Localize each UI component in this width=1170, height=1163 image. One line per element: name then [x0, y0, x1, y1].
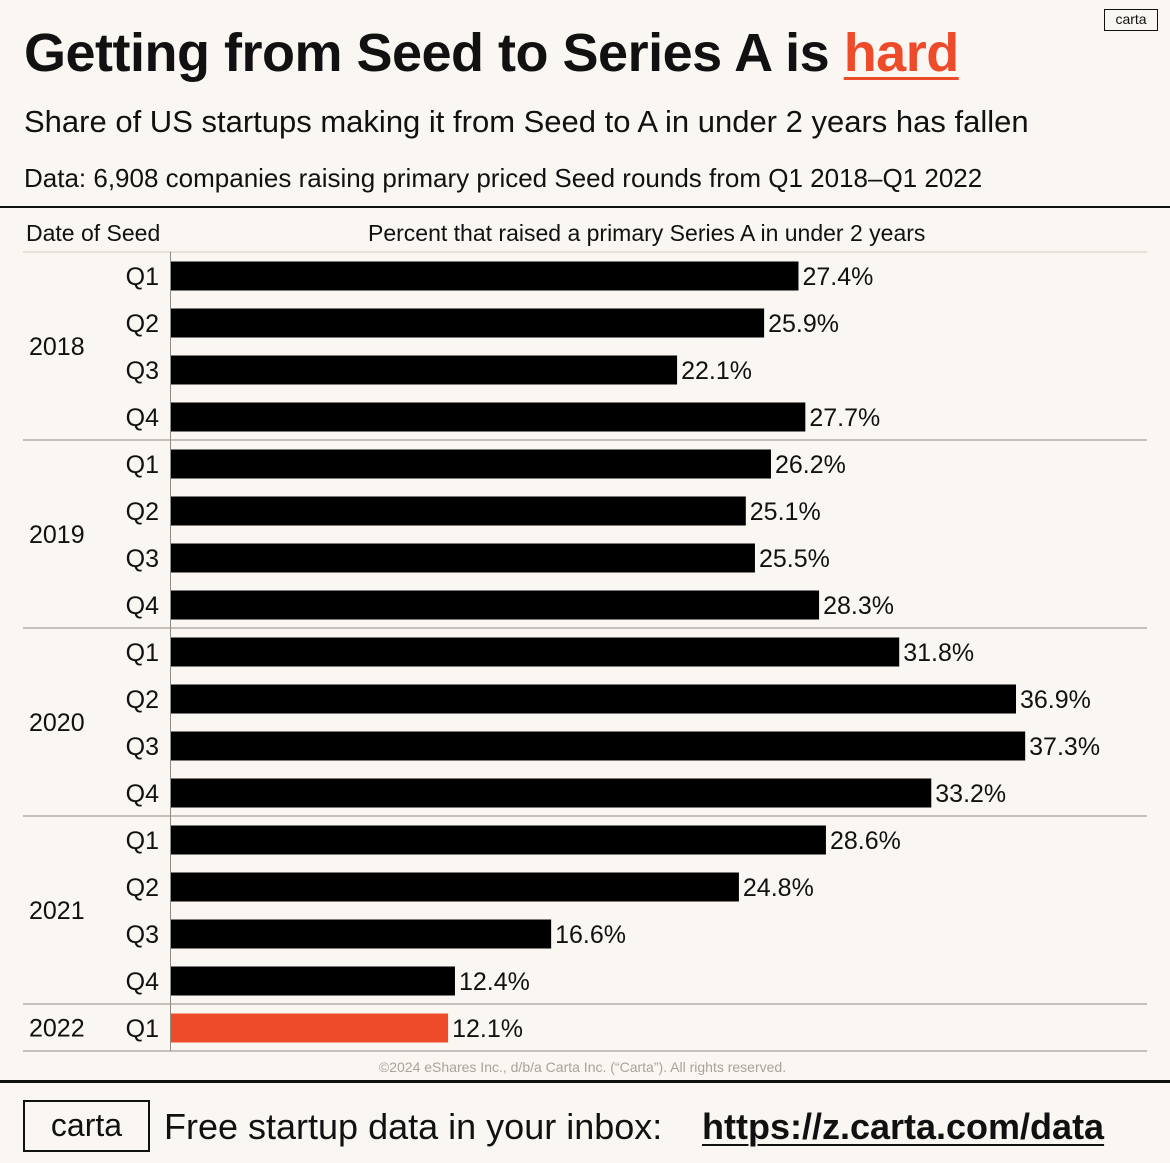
carta-logo-footer: carta — [23, 1100, 150, 1152]
quarter-label: Q4 — [126, 780, 159, 808]
carta-logo-small: carta — [1104, 9, 1158, 31]
subtitle: Share of US startups making it from Seed… — [24, 104, 1029, 139]
value-label: 25.5% — [759, 545, 830, 573]
value-label: 22.1% — [681, 357, 752, 385]
bar-2018-Q4 — [171, 402, 806, 432]
bar-2019-Q2 — [171, 496, 746, 526]
value-label: 25.1% — [750, 498, 821, 526]
quarter-label: Q3 — [126, 921, 159, 949]
y-axis-header: Date of Seed — [26, 220, 161, 246]
footer-divider — [0, 1080, 1170, 1083]
value-label: 12.4% — [459, 968, 530, 996]
bar-2021-Q3 — [171, 919, 552, 949]
value-label: 24.8% — [743, 874, 814, 902]
quarter-label: Q1 — [126, 451, 159, 479]
value-label: 28.3% — [823, 592, 894, 620]
bar-2021-Q2 — [171, 872, 739, 902]
quarter-label: Q4 — [126, 404, 159, 432]
quarter-label: Q2 — [126, 310, 159, 338]
bar-2019-Q3 — [171, 543, 755, 573]
quarter-label: Q1 — [126, 263, 159, 291]
bar-2019-Q4 — [171, 590, 820, 620]
year-label-2021: 2021 — [29, 897, 85, 925]
bar-2022-Q1 — [171, 1013, 449, 1043]
quarter-label: Q2 — [126, 874, 159, 902]
quarter-label: Q1 — [126, 1015, 159, 1043]
value-label: 31.8% — [903, 639, 974, 667]
year-label-2019: 2019 — [29, 521, 85, 549]
quarter-label: Q4 — [126, 592, 159, 620]
year-label-2018: 2018 — [29, 333, 85, 361]
bar-2018-Q2 — [171, 308, 765, 338]
value-label: 12.1% — [452, 1015, 523, 1043]
quarter-label: Q3 — [126, 545, 159, 573]
bar-2020-Q4 — [171, 778, 932, 808]
title-prefix: Getting from Seed to Series A is — [24, 23, 844, 83]
value-label: 25.9% — [768, 310, 839, 338]
year-label-2020: 2020 — [29, 709, 85, 737]
copyright-notice: ©2024 eShares Inc., d/b/a Carta Inc. (“C… — [378, 1059, 787, 1075]
bar-2019-Q1 — [171, 449, 771, 479]
quarter-label: Q2 — [126, 498, 159, 526]
header-divider — [0, 206, 1170, 208]
bar-2018-Q1 — [171, 261, 799, 291]
year-label-2022: 2022 — [29, 1015, 85, 1043]
quarter-label: Q3 — [126, 357, 159, 385]
quarter-label: Q4 — [126, 968, 159, 996]
page-title: Getting from Seed to Series A is hard — [24, 20, 959, 86]
value-label: 33.2% — [935, 780, 1006, 808]
value-label: 27.4% — [802, 263, 873, 291]
value-label: 36.9% — [1020, 686, 1091, 714]
value-label: 27.7% — [809, 404, 880, 432]
value-label: 26.2% — [775, 451, 846, 479]
bar-2020-Q3 — [171, 731, 1026, 761]
value-label: 16.6% — [555, 921, 626, 949]
quarter-label: Q2 — [126, 686, 159, 714]
quarter-label: Q3 — [126, 733, 159, 761]
quarter-label: Q1 — [126, 827, 159, 855]
footer-cta-text: Free startup data in your inbox: — [164, 1106, 663, 1147]
footer-data-link[interactable]: https://z.carta.com/data — [702, 1106, 1105, 1147]
bar-2020-Q1 — [171, 637, 900, 667]
data-note: Data: 6,908 companies raising primary pr… — [24, 163, 983, 193]
value-label: 28.6% — [830, 827, 901, 855]
bar-2020-Q2 — [171, 684, 1017, 714]
bar-2018-Q3 — [171, 355, 678, 385]
x-axis-header: Percent that raised a primary Series A i… — [368, 220, 926, 246]
quarter-label: Q1 — [126, 639, 159, 667]
bar-2021-Q4 — [171, 966, 455, 996]
title-highlight: hard — [843, 23, 960, 83]
bar-2021-Q1 — [171, 825, 826, 855]
value-label: 37.3% — [1029, 733, 1100, 761]
